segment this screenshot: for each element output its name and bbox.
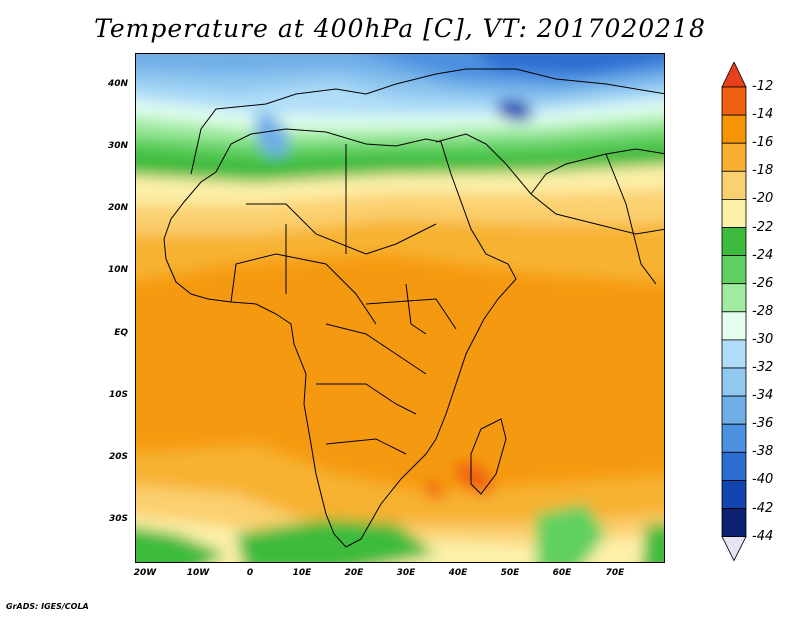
lon-label-30e: 30E <box>396 568 416 578</box>
lon-label-60e: 60E <box>552 568 572 578</box>
temperature-field <box>136 54 664 562</box>
colorbar-label: -26 <box>752 275 774 291</box>
lon-label-0: 0 <box>246 568 254 578</box>
lon-label-70e: 70E <box>605 568 625 578</box>
colorbar-label: -32 <box>752 360 774 375</box>
colorbar <box>721 62 747 562</box>
colorbar-box <box>721 114 747 144</box>
colorbar-box <box>721 170 747 200</box>
colorbar-label: -14 <box>752 107 774 123</box>
colorbar-label: -44 <box>752 528 774 544</box>
colorbar-label: -38 <box>752 444 774 460</box>
colorbar-box <box>721 479 747 509</box>
colorbar-label: -30 <box>752 331 774 347</box>
coastlines <box>163 68 664 548</box>
colorbar-label: -28 <box>752 303 774 319</box>
lat-label-20n: 20N <box>107 203 128 213</box>
colorbar-box <box>721 508 747 538</box>
colorbar-bottom-triangle <box>721 536 747 562</box>
colorbar-box <box>721 339 747 369</box>
colorbar-label: -12 <box>752 79 774 94</box>
colorbar-label: -22 <box>752 219 774 235</box>
lat-label-eq: EQ <box>114 328 128 338</box>
lat-label-30n: 30N <box>107 141 128 151</box>
lat-label-10n: 10N <box>107 265 128 275</box>
colorbar-box <box>721 227 747 257</box>
lon-label-20w: 20W <box>133 568 157 578</box>
colorbar-label: -18 <box>752 163 774 179</box>
lon-label-20e: 20E <box>344 568 364 578</box>
colorbar-box <box>721 198 747 228</box>
colorbar-label: -34 <box>752 388 774 404</box>
colorbar-label: -20 <box>752 191 774 207</box>
lat-label-30s: 30S <box>108 514 128 524</box>
colorbar-box <box>721 311 747 341</box>
lon-label-50e: 50E <box>500 568 520 578</box>
lat-label-10s: 10S <box>108 390 128 400</box>
colorbar-box <box>721 283 747 313</box>
lon-label-40e: 40E <box>448 568 468 578</box>
lon-label-10e: 10E <box>292 568 312 578</box>
chart-title: Temperature at 400hPa [C], VT: 201702021… <box>94 14 706 43</box>
lat-label-20s: 20S <box>108 452 128 462</box>
temperature-map <box>135 53 665 563</box>
colorbar-box <box>721 86 747 116</box>
colorbar-box <box>721 451 747 481</box>
colorbar-box <box>721 142 747 172</box>
lon-label-10w: 10W <box>186 568 210 578</box>
colorbar-box <box>721 367 747 397</box>
colorbar-label: -16 <box>752 135 774 151</box>
colorbar-box <box>721 395 747 425</box>
colorbar-label: -36 <box>752 416 774 432</box>
credit-text: GrADS: IGES/COLA <box>6 602 89 611</box>
colorbar-box <box>721 423 747 453</box>
colorbar-label: -40 <box>752 472 774 488</box>
colorbar-top-triangle <box>721 62 747 88</box>
colorbar-box <box>721 255 747 285</box>
colorbar-label: -24 <box>752 247 774 263</box>
colorbar-label: -42 <box>752 500 774 516</box>
lat-label-40n: 40N <box>107 79 128 89</box>
